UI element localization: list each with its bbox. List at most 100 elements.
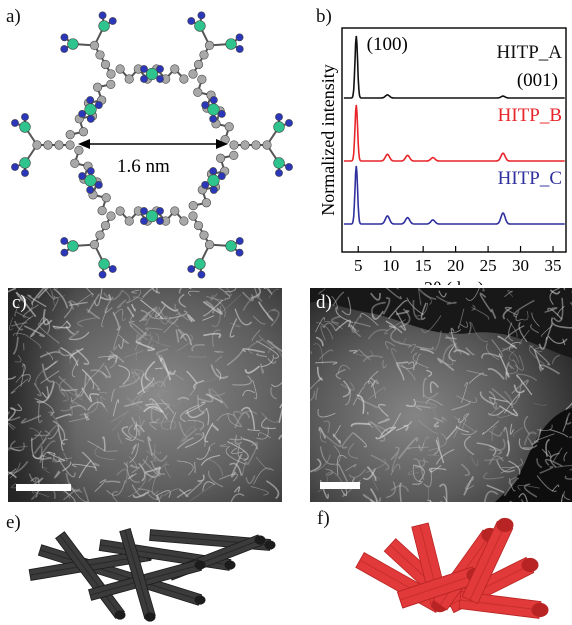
fiber [169,370,184,381]
fiber [37,323,60,344]
fiber [151,477,159,495]
fiber [150,400,160,423]
carbon-atom [100,59,111,70]
fiber [367,370,379,385]
fiber [455,425,470,433]
fiber [486,343,500,361]
fiber [129,443,139,464]
fiber [99,392,108,394]
fiber [146,449,155,462]
fiber [397,437,419,460]
fiber [378,418,390,425]
fiber [35,367,47,386]
fiber [516,373,538,382]
fiber [268,288,280,299]
carbon-atom [74,145,84,155]
fiber [453,417,467,439]
fiber [315,387,319,401]
fiber [116,468,128,484]
x-tick-label: 5 [354,256,363,275]
fiber [131,368,137,383]
fiber [204,422,214,443]
fiber [497,335,518,350]
fiber [412,299,421,321]
fiber [508,341,520,351]
nitrogen-atom [86,167,95,175]
fiber [433,417,444,423]
fiber [207,470,224,488]
fiber [471,304,476,311]
fiber [164,315,179,328]
fiber [491,425,497,442]
fiber [53,452,66,462]
fiber [226,349,244,366]
fiber [110,388,116,402]
molecular-structure-diagram: 1.6 nm [11,11,293,279]
fiber [335,368,346,380]
fiber [30,318,48,338]
fiber [310,390,316,402]
fiber [427,454,439,457]
fiber [190,484,214,501]
fiber [340,382,355,391]
fiber [257,301,274,322]
carbon-atom [95,230,105,240]
fiber [533,349,544,371]
nitrogen-atom [209,186,218,194]
nitrogen-atom [86,115,95,123]
fiber [466,370,488,377]
fiber [531,312,540,327]
fiber [549,288,560,306]
fiber [188,290,200,297]
fiber [519,329,530,345]
carbon-atom [229,150,239,160]
fiber [370,380,376,388]
fiber [426,499,432,502]
fiber [163,488,179,497]
fiber [178,421,187,438]
structure-atoms [11,11,293,279]
carbon-atom [240,140,250,150]
fiber [16,315,34,336]
nitrogen-atom [78,110,87,118]
fiber [12,336,19,355]
fiber [37,402,43,424]
fiber [511,379,529,394]
fiber [78,459,92,479]
fiber [72,463,97,469]
fiber [69,349,76,364]
fiber [52,420,66,440]
fiber [179,426,195,444]
fiber [508,476,517,486]
fiber [246,441,259,466]
nickel-atom [273,121,285,133]
fiber [133,368,143,377]
fiber [445,337,457,340]
y-axis-label: Normalized intensity [318,64,338,215]
fiber [501,344,516,352]
fiber [459,321,468,328]
fiber [319,430,342,448]
fiber [176,437,194,450]
nitrogen-atom [235,33,244,42]
fiber [234,308,253,326]
fiber [186,314,196,323]
fiber [332,433,341,444]
fiber [544,307,558,313]
fiber [112,311,120,331]
legend-hitp_a: HITP_A [497,42,563,63]
fiber [8,411,21,422]
fiber [111,412,126,432]
fiber [227,413,242,428]
fiber [147,348,156,352]
fiber [501,458,523,468]
nickel-atom [273,157,285,169]
fiber [423,292,432,305]
fiber [147,375,161,388]
fiber [342,380,351,398]
fiber [41,466,51,474]
fiber [563,288,566,291]
fiber [533,402,548,406]
fiber [110,410,129,423]
fiber [252,315,266,325]
